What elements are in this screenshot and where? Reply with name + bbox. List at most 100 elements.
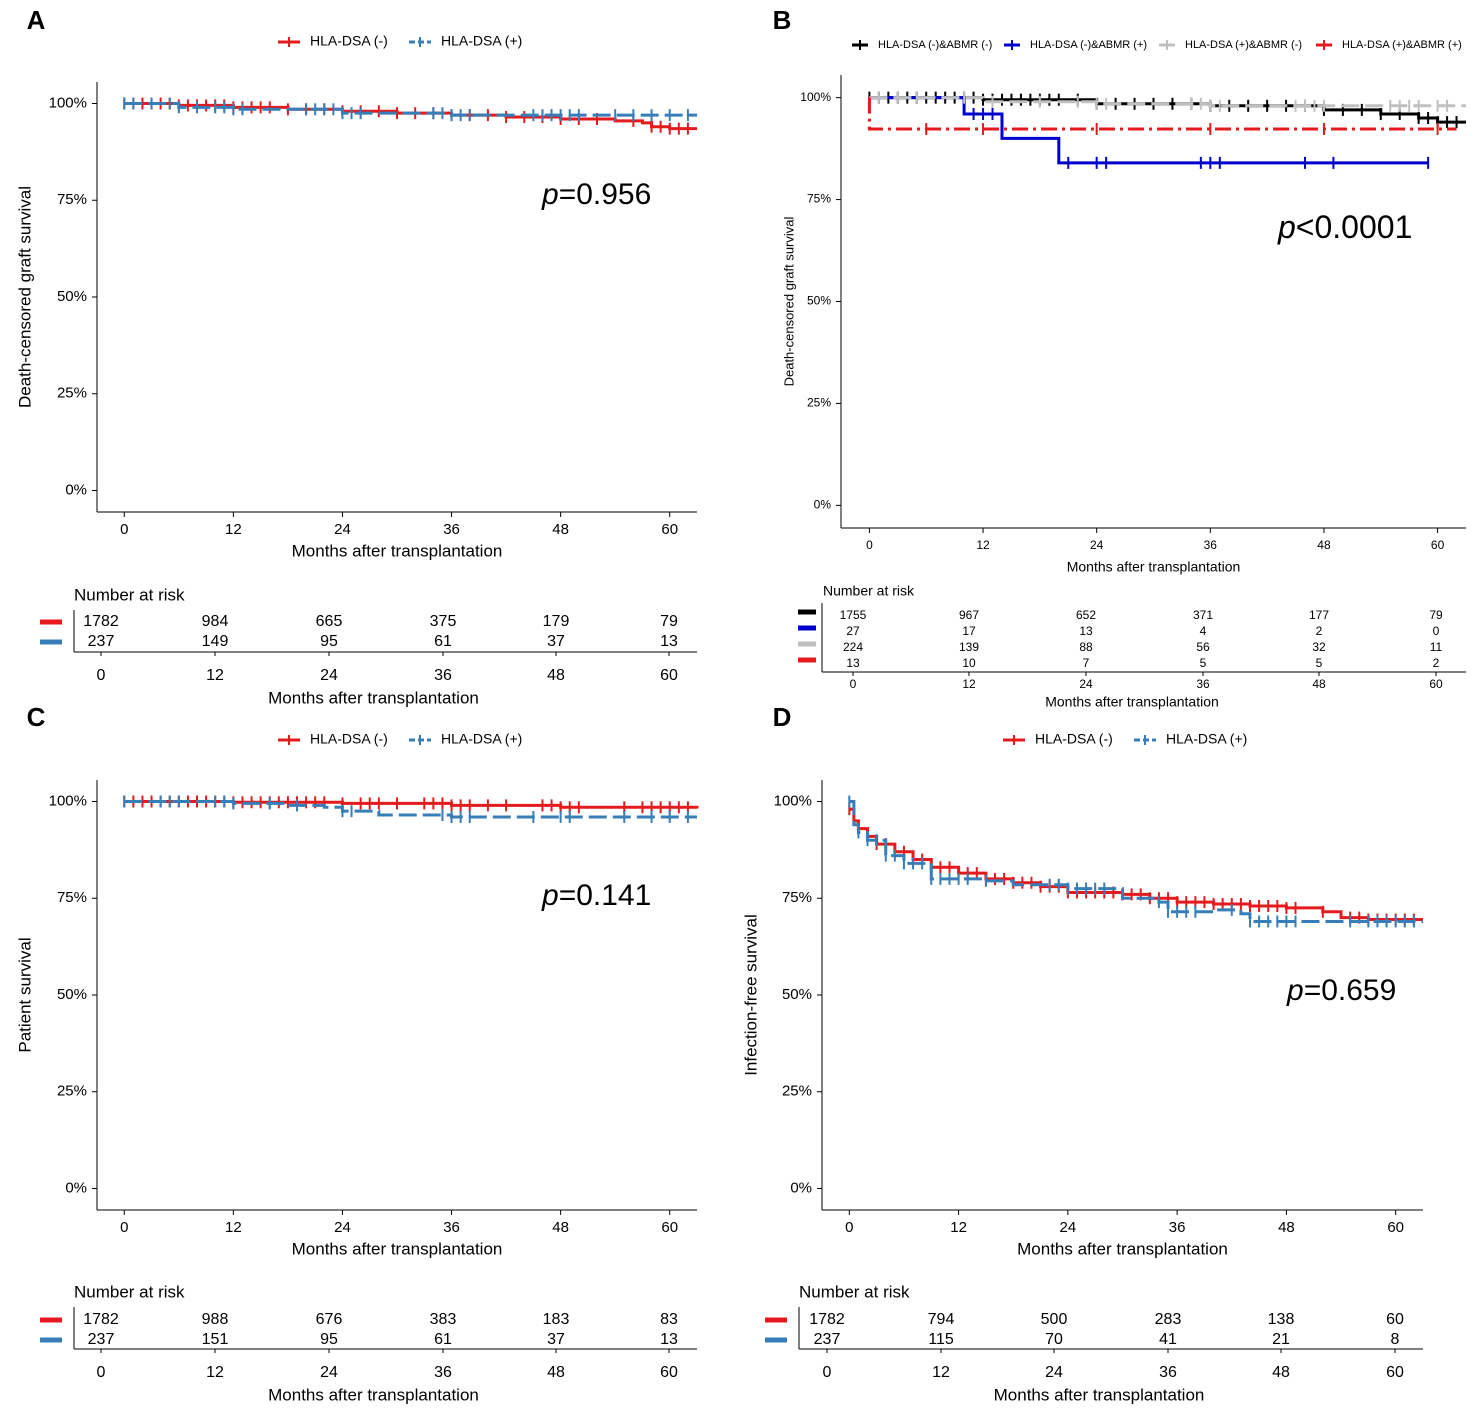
risk-cell: 375 [430, 613, 457, 630]
risk-x-axis-label: Months after transplantation [268, 688, 479, 707]
risk-cell: 237 [814, 1331, 841, 1348]
x-tick-label: 36 [443, 521, 460, 538]
risk-cell: 10 [962, 656, 976, 670]
x-tick-label: 0 [845, 1219, 853, 1236]
risk-cell: 5 [1316, 656, 1323, 670]
risk-x-tick-label: 48 [547, 1364, 565, 1381]
risk-cell: 70 [1045, 1331, 1063, 1348]
legend-label: HLA-DSA (+) [441, 33, 522, 49]
legend-item: HLA-DSA (-) [1003, 731, 1113, 747]
y-tick-label: 75% [57, 889, 87, 906]
risk-table-title: Number at risk [823, 583, 915, 599]
risk-x-tick-label: 0 [850, 677, 857, 691]
p-value-number: =0.956 [559, 178, 652, 211]
x-tick-label: 36 [1204, 538, 1218, 552]
risk-cell: 1782 [83, 613, 119, 630]
risk-cell: 83 [660, 1311, 678, 1328]
x-tick-label: 48 [1317, 538, 1331, 552]
risk-cell: 179 [543, 613, 570, 630]
risk-table-title: Number at risk [74, 1282, 185, 1301]
p-value-symbol: p [541, 178, 559, 211]
risk-table: Number at risk 1782 794 500 283 138 60 237 115 70… [765, 1282, 1423, 1404]
x-tick-label: 24 [1090, 538, 1104, 552]
legend-label: HLA-DSA (-)&ABMR (-) [878, 39, 992, 51]
x-tick-label: 60 [661, 521, 678, 538]
km-series [848, 803, 1423, 926]
risk-x-tick-label: 24 [320, 1364, 338, 1381]
risk-cell: 21 [1272, 1331, 1290, 1348]
risk-cell: 967 [959, 608, 979, 622]
risk-x-tick-label: 36 [1159, 1364, 1177, 1381]
risk-cell: 37 [547, 1331, 565, 1348]
risk-cell: 79 [660, 613, 678, 630]
legend-label: HLA-DSA (+) [441, 731, 522, 747]
risk-cell: 27 [846, 624, 860, 638]
risk-cell: 237 [88, 1331, 115, 1348]
x-tick-label: 24 [1060, 1219, 1077, 1236]
risk-cell: 139 [959, 640, 979, 654]
y-tick-label: 75% [807, 192, 831, 206]
risk-cell: 224 [843, 640, 863, 654]
legend-item: HLA-DSA (-)&ABMR (+) [1004, 39, 1147, 51]
risk-x-tick-label: 0 [97, 1364, 106, 1381]
risk-cell: 500 [1041, 1311, 1068, 1328]
risk-x-tick-label: 24 [320, 667, 338, 684]
risk-cell: 1782 [809, 1311, 845, 1328]
risk-cell: 17 [962, 624, 976, 638]
risk-cell: 138 [1268, 1311, 1295, 1328]
legend-label: HLA-DSA (-) [310, 731, 388, 747]
risk-cell: 5 [1200, 656, 1207, 670]
legend-item: HLA-DSA (+) [409, 731, 522, 747]
risk-cell: 1755 [840, 608, 867, 622]
panel-label: C [27, 702, 46, 732]
x-tick-label: 0 [866, 538, 873, 552]
y-tick-label: 75% [57, 191, 87, 208]
legend-item: HLA-DSA (+)&ABMR (+) [1316, 39, 1462, 51]
y-tick-label: 25% [57, 385, 87, 402]
risk-cell: 383 [430, 1311, 457, 1328]
panel-label: D [773, 702, 792, 732]
risk-x-tick-label: 12 [206, 1364, 224, 1381]
risk-cell: 41 [1159, 1331, 1177, 1348]
risk-x-tick-label: 48 [1312, 677, 1326, 691]
risk-cell: 32 [1312, 640, 1326, 654]
y-tick-label: 0% [790, 1179, 812, 1196]
x-tick-label: 24 [334, 521, 351, 538]
risk-cell: 115 [928, 1331, 954, 1348]
risk-x-tick-label: 36 [434, 667, 452, 684]
risk-x-tick-label: 36 [434, 1364, 452, 1381]
risk-cell: 2 [1316, 624, 1323, 638]
km-curve [869, 96, 1466, 108]
y-axis-label: Infection-free survival [741, 914, 760, 1076]
risk-cell: 13 [846, 656, 860, 670]
risk-cell: 61 [434, 633, 452, 650]
km-curve [124, 800, 697, 819]
y-tick-label: 100% [774, 792, 812, 809]
x-tick-label: 12 [976, 538, 990, 552]
y-axis-label: Death-censored graft survival [15, 186, 34, 408]
risk-cell: 95 [320, 1331, 338, 1348]
risk-x-axis-label: Months after transplantation [994, 1385, 1205, 1404]
risk-cell: 95 [320, 633, 338, 650]
risk-cell: 652 [1076, 608, 1096, 622]
x-axis-label: Months after transplantation [1017, 1239, 1228, 1258]
y-tick-label: 25% [807, 396, 831, 410]
legend-item: HLA-DSA (+) [1134, 731, 1247, 747]
p-value-symbol: p [541, 879, 559, 912]
legend-label: HLA-DSA (-) [1035, 731, 1113, 747]
legend-item: HLA-DSA (-)&ABMR (-) [852, 39, 992, 51]
risk-x-tick-label: 12 [962, 677, 976, 691]
km-series [867, 97, 1457, 136]
km-curve [849, 807, 1423, 922]
risk-cell: 11 [1430, 640, 1443, 654]
risk-cell: 794 [928, 1311, 955, 1328]
y-axis-label: Death-censored graft survival [781, 216, 796, 386]
risk-table: Number at risk 1782 984 665 375 179 79 237 149 95… [40, 585, 697, 707]
x-tick-label: 12 [225, 521, 242, 538]
x-tick-label: 36 [1169, 1219, 1186, 1236]
risk-row: 1755 967 652 371 177 79 [798, 608, 1443, 622]
risk-cell: 56 [1196, 640, 1210, 654]
x-tick-label: 0 [120, 521, 128, 538]
